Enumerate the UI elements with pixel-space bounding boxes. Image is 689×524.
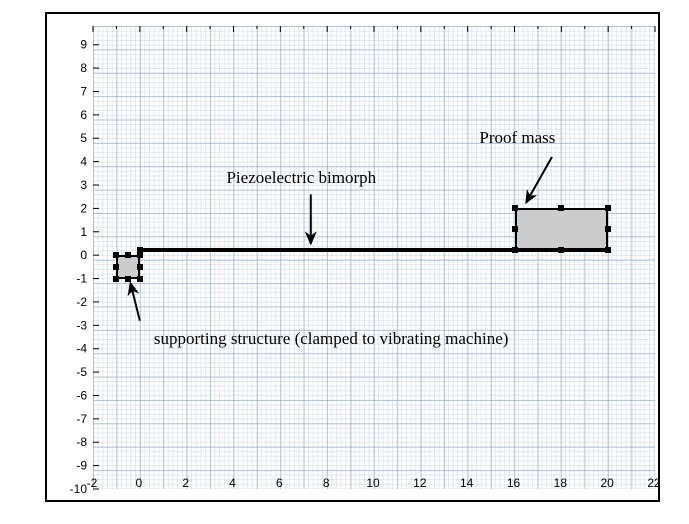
svg-text:1: 1 <box>80 225 87 239</box>
selection-handle <box>512 226 518 232</box>
selection-handle <box>558 247 564 253</box>
selection-handle <box>512 205 518 211</box>
selection-handle <box>113 252 119 258</box>
svg-text:3: 3 <box>80 178 87 192</box>
svg-text:6: 6 <box>80 108 87 122</box>
selection-handle <box>137 264 143 270</box>
svg-text:2: 2 <box>80 201 87 215</box>
selection-handle <box>605 247 611 253</box>
svg-text:8: 8 <box>80 61 87 75</box>
svg-text:-7: -7 <box>76 412 87 426</box>
svg-text:-9: -9 <box>76 459 87 473</box>
selection-handle <box>605 226 611 232</box>
plot-area: -20246810121416182022-10-9-8-7-6-5-4-3-2… <box>93 26 655 489</box>
proof-mass-rect <box>515 208 609 250</box>
selection-handle <box>558 205 564 211</box>
proof-mass-label: Proof mass <box>479 128 555 148</box>
svg-text:0: 0 <box>80 248 87 262</box>
selection-handle <box>605 205 611 211</box>
selection-handle <box>113 264 119 270</box>
selection-handle <box>512 247 518 253</box>
selection-handle <box>113 276 119 282</box>
svg-text:-5: -5 <box>76 365 87 379</box>
svg-text:9: 9 <box>80 38 87 52</box>
figure-border: -20246810121416182022-10-9-8-7-6-5-4-3-2… <box>45 12 660 502</box>
svg-text:5: 5 <box>80 131 87 145</box>
selection-handle <box>137 247 143 253</box>
svg-text:-3: -3 <box>76 318 87 332</box>
grid-major <box>93 26 655 489</box>
selection-handle <box>125 252 131 258</box>
svg-text:7: 7 <box>80 84 87 98</box>
svg-text:-8: -8 <box>76 435 87 449</box>
svg-text:-4: -4 <box>76 342 87 356</box>
svg-text:-1: -1 <box>76 272 87 286</box>
selection-handle <box>125 276 131 282</box>
svg-text:-10: -10 <box>70 482 88 496</box>
svg-text:4: 4 <box>80 155 87 169</box>
supporting-structure-label: supporting structure (clamped to vibrati… <box>154 329 509 349</box>
selection-handle <box>137 276 143 282</box>
bimorph-label: Piezoelectric bimorph <box>226 168 376 188</box>
svg-text:-6: -6 <box>76 388 87 402</box>
piezoelectric-bimorph-beam <box>140 248 608 252</box>
svg-text:-2: -2 <box>76 295 87 309</box>
